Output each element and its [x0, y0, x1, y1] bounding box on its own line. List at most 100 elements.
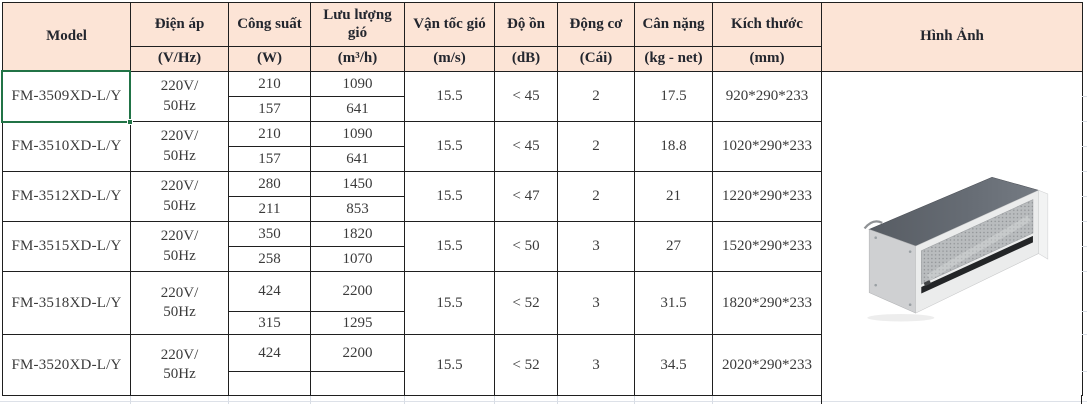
cell-airflow-low[interactable]: 853: [310, 196, 405, 222]
cell-airspeed[interactable]: 15.5: [404, 271, 495, 335]
cell-voltage[interactable]: 220V/ 50Hz: [130, 221, 229, 272]
air-curtain-product-photo: [824, 145, 1080, 323]
gridline-stub: [1082, 246, 1087, 247]
cell-noise[interactable]: < 50: [494, 221, 558, 272]
cell-motor[interactable]: 2: [557, 121, 635, 172]
cell-model[interactable]: FM-3512XD-L/Y: [2, 171, 131, 222]
cell-dimensions[interactable]: 1520*290*233: [712, 221, 822, 272]
cell-dimensions[interactable]: 1820*290*233: [712, 271, 822, 335]
cell-motor[interactable]: 3: [557, 334, 635, 396]
cell-noise[interactable]: < 52: [494, 334, 558, 396]
cell-power-high[interactable]: 424: [228, 334, 311, 372]
col-header-motor[interactable]: Động cơ: [557, 2, 635, 47]
cell-weight[interactable]: 17.5: [634, 71, 713, 122]
cell-airflow-high[interactable]: 1450: [310, 171, 405, 197]
cell-power-high[interactable]: 280: [228, 171, 311, 197]
cell-voltage[interactable]: 220V/ 50Hz: [130, 334, 229, 396]
col-unit-voltage[interactable]: (V/Hz): [130, 46, 229, 72]
col-unit-weight[interactable]: (kg - net): [634, 46, 713, 72]
cell-airspeed[interactable]: 15.5: [404, 334, 495, 396]
cell-model[interactable]: FM-3520XD-L/Y: [2, 334, 131, 396]
cell-airflow-low[interactable]: 1070: [310, 246, 405, 272]
col-header-airspeed[interactable]: Vận tốc gió: [404, 2, 495, 47]
cell-model[interactable]: FM-3509XD-L/Y: [2, 71, 131, 122]
cell-power-low[interactable]: 211: [228, 196, 311, 222]
cell-power-high[interactable]: 350: [228, 221, 311, 247]
cell-airflow-high[interactable]: 1090: [310, 71, 405, 97]
cell-airflow-low[interactable]: 641: [310, 146, 405, 172]
cell-noise[interactable]: < 52: [494, 271, 558, 335]
cell-power-low[interactable]: 258: [228, 246, 311, 272]
col-header-weight[interactable]: Cân nặng: [634, 2, 713, 47]
cell-airspeed[interactable]: 15.5: [404, 71, 495, 122]
cell-power-high[interactable]: 424: [228, 271, 311, 312]
cell-model[interactable]: FM-3510XD-L/Y: [2, 121, 131, 172]
col-header-noise[interactable]: Độ ồn: [494, 2, 558, 47]
col-unit-airflow[interactable]: (m³/h): [310, 46, 405, 72]
cell-weight[interactable]: 31.5: [634, 271, 713, 335]
gridline-stub: [1082, 121, 1087, 122]
cell-model[interactable]: FM-3515XD-L/Y: [2, 221, 131, 272]
cell-motor[interactable]: 2: [557, 71, 635, 122]
cell-weight[interactable]: 34.5: [634, 334, 713, 396]
col-header-image[interactable]: Hình Ảnh: [821, 2, 1083, 72]
unit-right-flange: [1038, 189, 1049, 260]
cell-airspeed[interactable]: 15.5: [404, 121, 495, 172]
col-unit-dimensions[interactable]: (mm): [712, 46, 822, 72]
cell-voltage[interactable]: 220V/ 50Hz: [130, 71, 229, 122]
cell-dimensions[interactable]: 1220*290*233: [712, 171, 822, 222]
cell-noise[interactable]: < 45: [494, 71, 558, 122]
cell-power-low[interactable]: 157: [228, 146, 311, 172]
col-header-power[interactable]: Công suất: [228, 2, 311, 47]
col-unit-power[interactable]: (W): [228, 46, 311, 72]
gridline-stub: [1082, 271, 1087, 272]
gridline-stub: [130, 396, 131, 404]
col-header-model[interactable]: Model: [2, 2, 131, 72]
cell-dimensions[interactable]: 1020*290*233: [712, 121, 822, 172]
selection-border: [1, 70, 133, 125]
cell-voltage[interactable]: 220V/ 50Hz: [130, 171, 229, 222]
cell-airflow-high[interactable]: 2200: [310, 271, 405, 312]
col-unit-motor[interactable]: (Cái): [557, 46, 635, 72]
cell-airspeed[interactable]: 15.5: [404, 221, 495, 272]
col-header-voltage[interactable]: Điện áp: [130, 2, 229, 47]
cell-power-high[interactable]: 210: [228, 71, 311, 97]
cell-power-low[interactable]: 157: [228, 96, 311, 122]
gridline-stub: [1082, 311, 1087, 312]
gridline-stub: [634, 396, 635, 404]
cell-voltage[interactable]: 220V/ 50Hz: [130, 121, 229, 172]
cell-airflow-low[interactable]: 1295: [310, 311, 405, 335]
cell-model[interactable]: FM-3518XD-L/Y: [2, 271, 131, 335]
gridline-stub: [1082, 221, 1087, 222]
image-cell-border-continuation: [821, 395, 822, 404]
cell-dimensions[interactable]: 2020*290*233: [712, 334, 822, 396]
cell-motor[interactable]: 2: [557, 171, 635, 222]
col-header-airflow[interactable]: Lưu lượng gió: [310, 2, 405, 47]
col-unit-airspeed[interactable]: (m/s): [404, 46, 495, 72]
fill-handle[interactable]: [127, 119, 133, 125]
cell-weight[interactable]: 27: [634, 221, 713, 272]
cell-airflow-low[interactable]: [310, 371, 405, 396]
cell-airflow-low[interactable]: 641: [310, 96, 405, 122]
cell-weight[interactable]: 18.8: [634, 121, 713, 172]
cell-power-low[interactable]: 315: [228, 311, 311, 335]
cell-airflow-high[interactable]: 1090: [310, 121, 405, 147]
cell-power-low[interactable]: [228, 371, 311, 396]
cell-voltage[interactable]: 220V/ 50Hz: [130, 271, 229, 335]
cell-dimensions[interactable]: 920*290*233: [712, 71, 822, 122]
gridline-stub: [712, 396, 713, 404]
image-cell[interactable]: [821, 71, 1083, 396]
cell-weight[interactable]: 21: [634, 171, 713, 222]
cell-motor[interactable]: 3: [557, 221, 635, 272]
cell-airspeed[interactable]: 15.5: [404, 171, 495, 222]
cell-noise[interactable]: < 45: [494, 121, 558, 172]
cell-motor[interactable]: 3: [557, 271, 635, 335]
col-unit-noise[interactable]: (dB): [494, 46, 558, 72]
gridline-stub: [228, 396, 229, 404]
spec-table: Model Điện áp Công suất Lưu lượng gió Vậ…: [2, 2, 1083, 396]
col-header-dimensions[interactable]: Kích thước: [712, 2, 822, 47]
cell-noise[interactable]: < 47: [494, 171, 558, 222]
cell-airflow-high[interactable]: 1820: [310, 221, 405, 247]
cell-airflow-high[interactable]: 2200: [310, 334, 405, 372]
cell-power-high[interactable]: 210: [228, 121, 311, 147]
